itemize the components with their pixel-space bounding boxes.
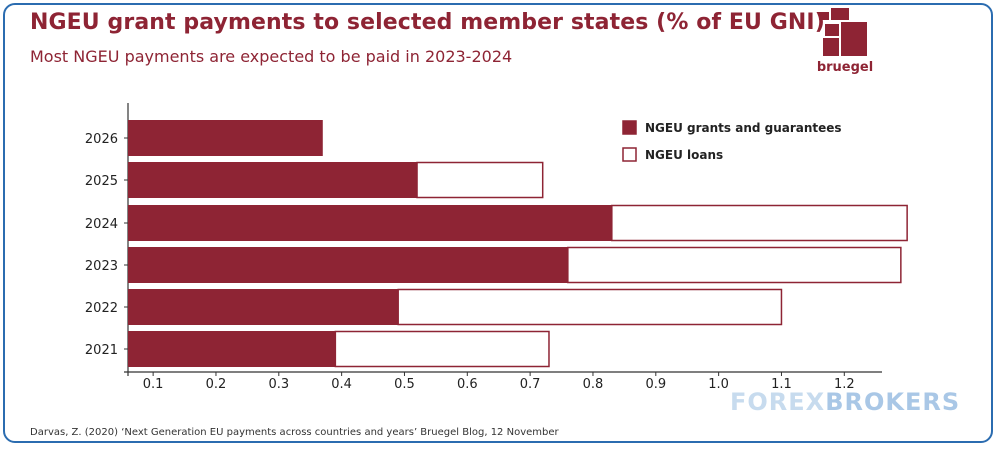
bar-loans-2024 <box>611 204 908 242</box>
bar-loans-2021 <box>334 330 550 368</box>
legend-swatch-loans <box>622 147 637 162</box>
x-tick-label-0.4: 0.4 <box>331 377 352 392</box>
x-tick-label-1.0: 1.0 <box>708 377 729 392</box>
x-tick-label-0.7: 0.7 <box>520 377 541 392</box>
bar-loans-2023 <box>567 246 902 284</box>
y-tick-label-2026: 2026 <box>85 132 118 147</box>
bar-loans-2025 <box>416 161 544 199</box>
y-tick-label-2023: 2023 <box>85 259 118 274</box>
y-tick-label-2022: 2022 <box>85 301 118 316</box>
chart-subtitle: Most NGEU payments are expected to be pa… <box>30 47 513 66</box>
watermark-part1: FOREX <box>730 388 826 416</box>
bar-grants-2022 <box>128 289 399 325</box>
bar-grants-2023 <box>128 247 568 283</box>
x-tick-label-0.5: 0.5 <box>394 377 415 392</box>
source-note: Darvas, Z. (2020) ‘Next Generation EU pa… <box>30 427 559 438</box>
x-tick-label-0.2: 0.2 <box>206 377 227 392</box>
bar-loans-2022 <box>397 288 783 326</box>
bar-grants-2025 <box>128 162 418 198</box>
logo-text: bruegel <box>816 60 874 75</box>
bar-grants-2021 <box>128 331 336 367</box>
legend-swatch-grants <box>622 120 637 135</box>
bruegel-logo-icon <box>819 8 867 56</box>
x-tick-label-0.1: 0.1 <box>143 377 164 392</box>
x-tick-label-1.2: 1.2 <box>834 377 855 392</box>
x-tick-label-0.3: 0.3 <box>268 377 289 392</box>
y-tick-label-2024: 2024 <box>85 217 118 232</box>
x-tick-label-0.8: 0.8 <box>583 377 604 392</box>
chart-title: NGEU grant payments to selected member s… <box>30 10 825 35</box>
y-tick-label-2021: 2021 <box>85 343 118 358</box>
watermark: FOREXBROKERS <box>730 388 960 416</box>
legend-label-grants: NGEU grants and guarantees <box>645 121 842 135</box>
watermark-part2: BROKERS <box>825 388 961 416</box>
x-tick-label-1.1: 1.1 <box>771 377 792 392</box>
bar-grants-2026 <box>128 120 323 156</box>
bar-grants-2024 <box>128 205 612 241</box>
legend-label-loans: NGEU loans <box>645 148 723 162</box>
y-tick-label-2025: 2025 <box>85 174 118 189</box>
x-tick-label-0.6: 0.6 <box>457 377 478 392</box>
x-tick-label-0.9: 0.9 <box>645 377 666 392</box>
